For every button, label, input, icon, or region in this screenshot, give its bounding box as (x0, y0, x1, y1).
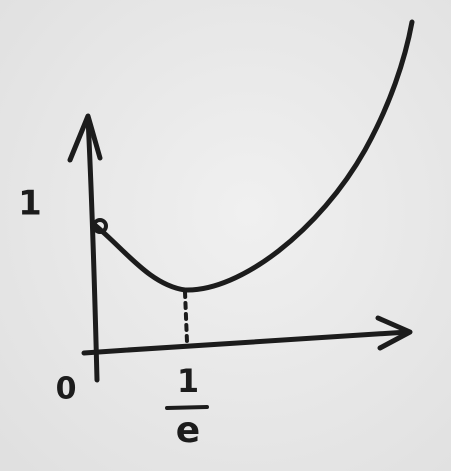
y-mark-label: 1 (18, 184, 42, 224)
x-axis (81, 329, 411, 356)
curve (93, 19, 415, 293)
min-drop-line (183, 290, 189, 344)
y-axis (85, 115, 100, 383)
origin-label: 0 (56, 372, 77, 407)
fraction-bar (165, 405, 209, 410)
y-axis-arrow (67, 113, 103, 163)
x-mark-denominator: e (176, 410, 200, 451)
x-mark-numerator: 1 (177, 362, 199, 400)
y-intercept-mark (92, 218, 108, 234)
x-axis-arrow (375, 315, 413, 351)
